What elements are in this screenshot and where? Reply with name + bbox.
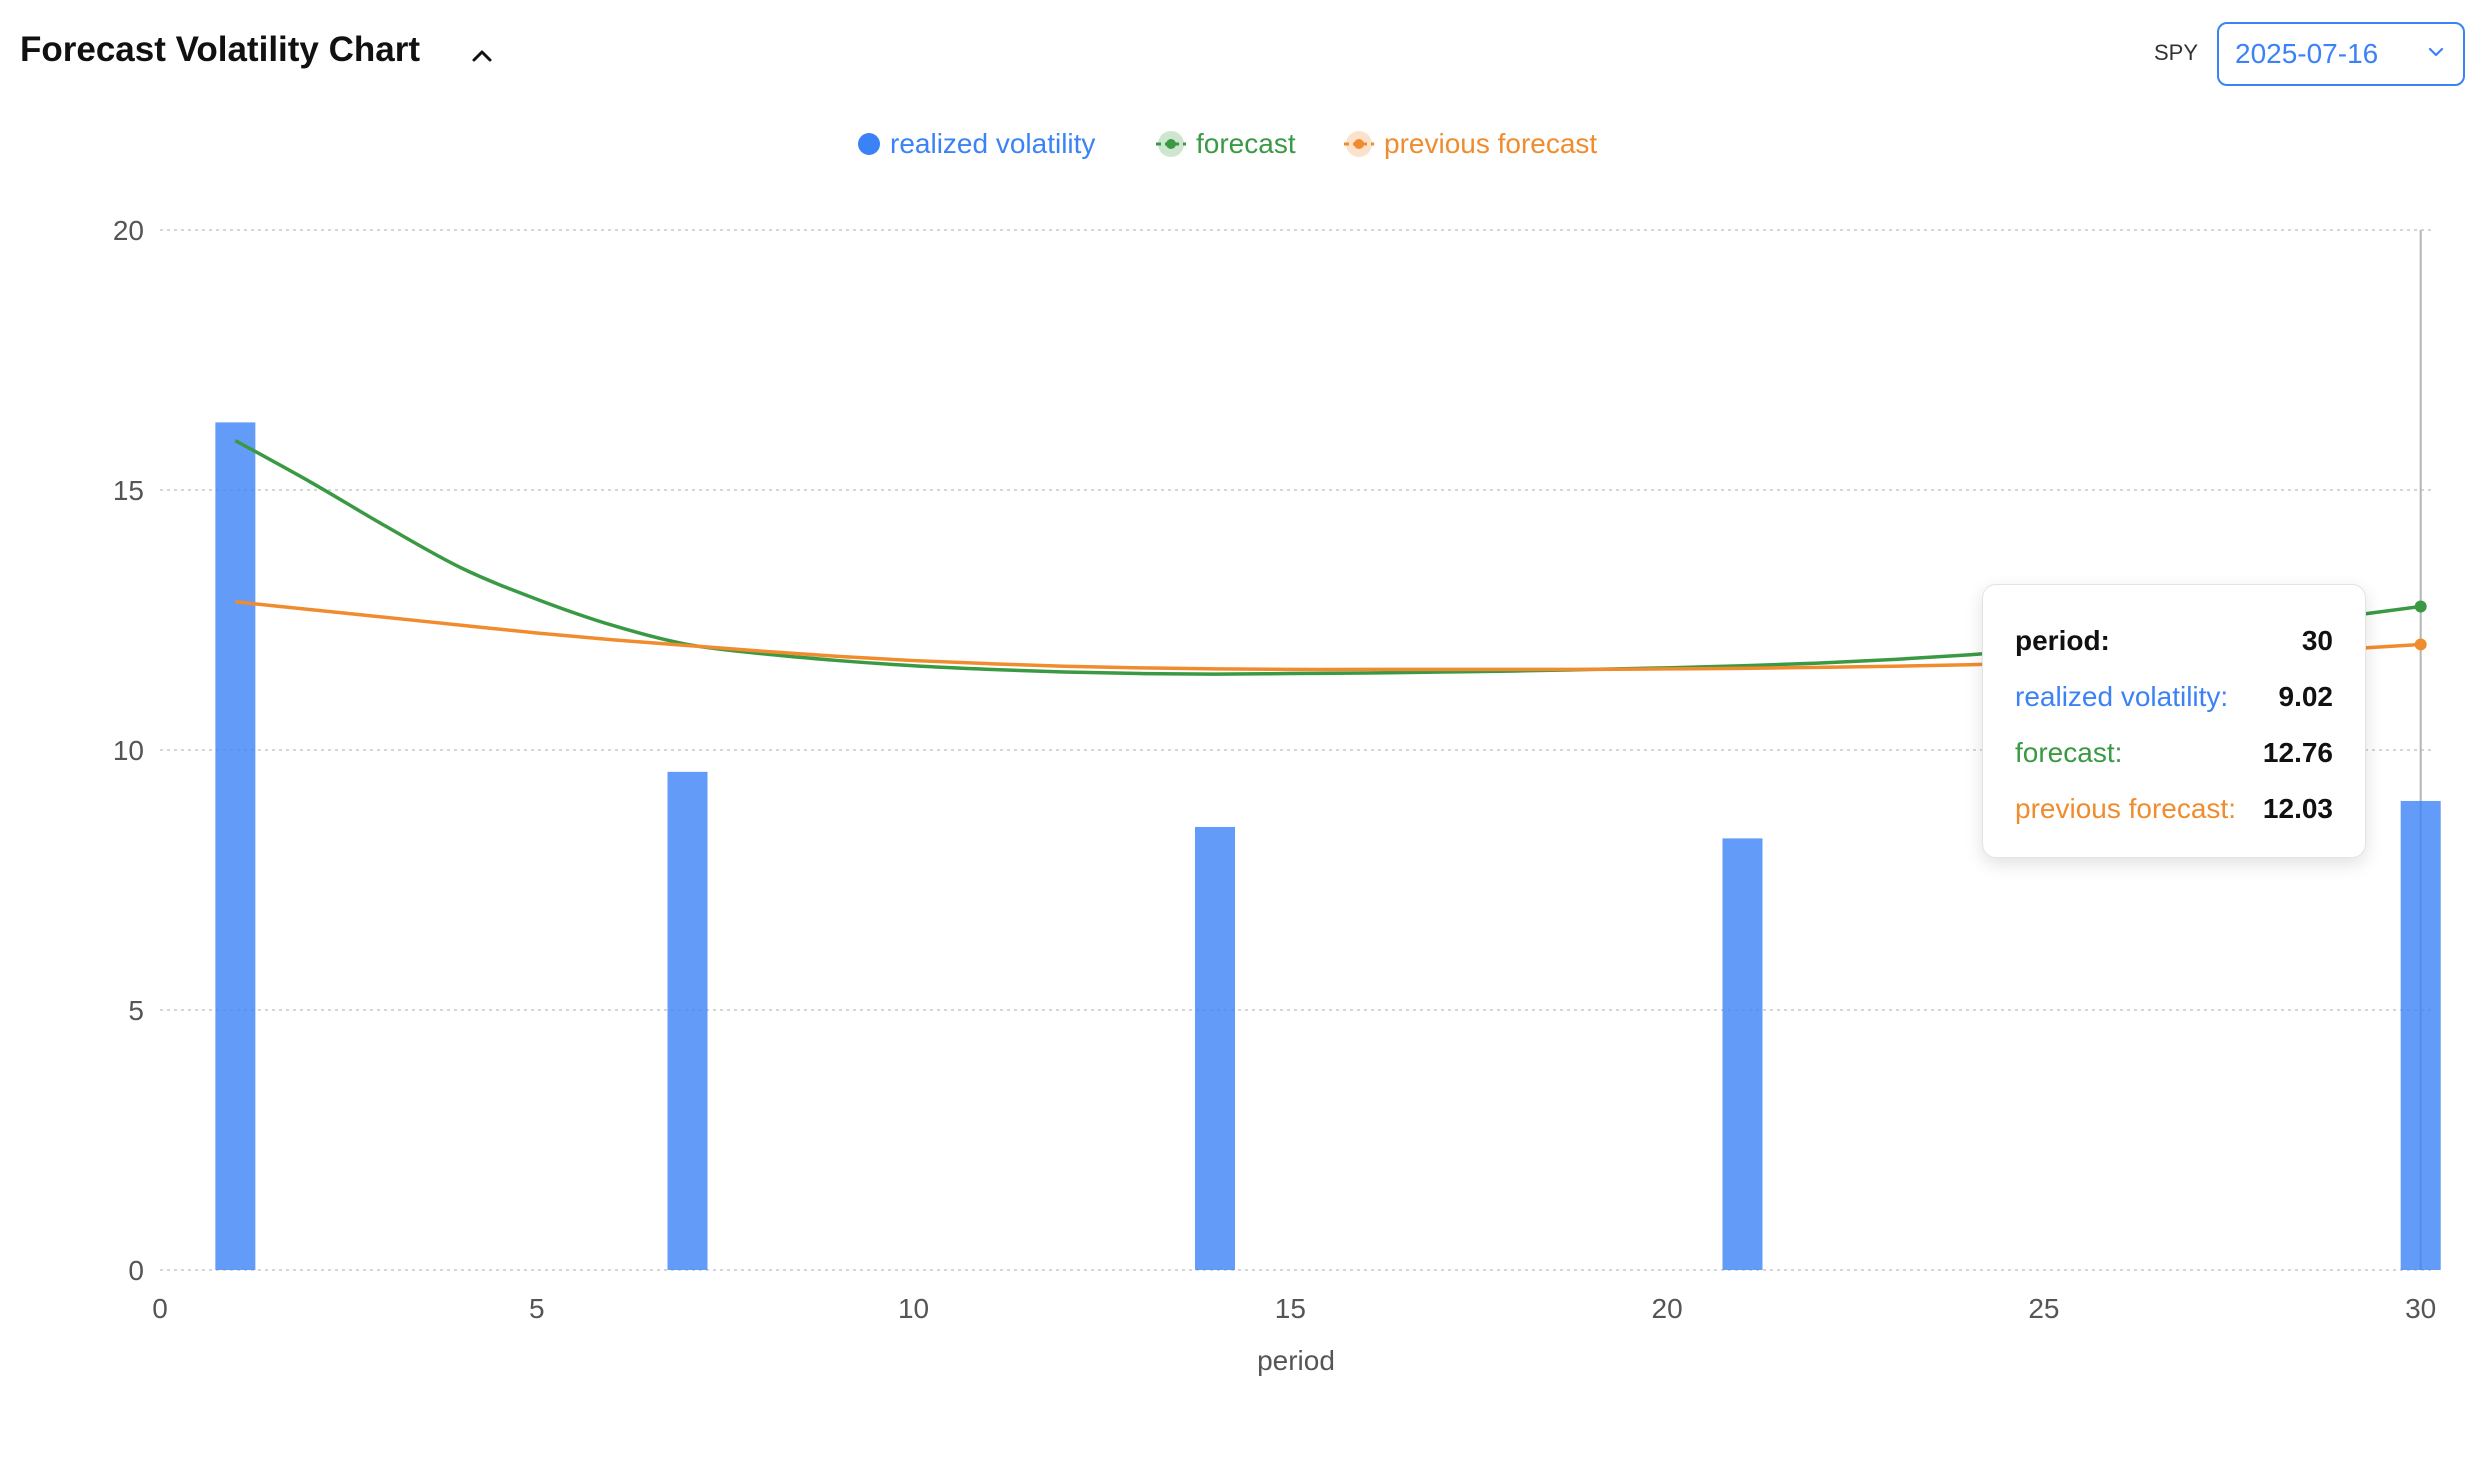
legend-realized-label: realized volatility [890,128,1096,159]
x-axis-label: period [1257,1345,1335,1376]
chart-legend: realized volatility forecast previous fo… [0,128,2484,172]
tooltip-period-row: period: 30 [2015,613,2333,669]
tooltip-realized-row: realized volatility: 9.02 [2015,669,2333,725]
legend-realized-marker [858,133,880,155]
tooltip-previous-label: previous forecast: [2015,793,2236,824]
chart-title: Forecast Volatility Chart [20,30,421,69]
tooltip-period-value: 30 [2301,625,2333,656]
collapse-button[interactable] [462,38,502,74]
bar-realized-volatility [667,771,708,1270]
hover-tooltip: period: 30 realized volatility: 9.02 for… [1982,584,2366,858]
legend-forecast-marker [1156,131,1186,157]
x-tick-label: 20 [1652,1293,1683,1324]
bar-realized-volatility [215,422,256,1270]
ticker-label: SPY [2154,40,2199,65]
x-tick-label: 10 [898,1293,929,1324]
y-tick-label: 5 [128,995,144,1026]
x-tick-label: 15 [1275,1293,1306,1324]
tooltip-period-label: period: [2015,625,2110,656]
legend-previous-marker [1344,131,1374,157]
tooltip-realized-value: 9.02 [2278,681,2334,712]
tooltip-forecast-value: 12.76 [2262,737,2333,768]
line-previous-forecast-active-dot [2414,638,2427,651]
line-forecast-active-dot [2414,600,2427,613]
tooltip-forecast-row: forecast: 12.76 [2015,725,2333,781]
tooltip-previous-row: previous forecast: 12.03 [2015,781,2333,837]
y-tick-label: 10 [113,735,144,766]
y-tick-label: 0 [128,1255,144,1286]
x-tick-label: 25 [2028,1293,2059,1324]
legend-forecast-label: forecast [1196,128,1296,159]
bar-realized-volatility [2400,800,2441,1270]
legend-item-previous-forecast[interactable]: previous forecast [1342,128,1597,160]
y-tick-label: 20 [113,215,144,246]
date-select[interactable]: 2025-07-16 [2217,22,2465,86]
legend-item-forecast[interactable]: forecast [1154,128,1296,160]
y-tick-label: 15 [113,475,144,506]
tooltip-realized-label: realized volatility: [2015,681,2229,712]
date-select-value: 2025-07-16 [2235,38,2379,69]
x-tick-label: 5 [529,1293,545,1324]
bar-realized-volatility [1194,826,1235,1270]
chart-header: Forecast Volatility Chart SPY 2025-07-16 [0,0,2484,110]
bar-realized-volatility [1722,838,1763,1270]
legend-item-realized[interactable]: realized volatility [856,128,1095,160]
tooltip-previous-value: 12.03 [2262,793,2333,824]
tooltip-forecast-label: forecast: [2015,737,2123,768]
x-tick-label: 30 [2405,1293,2436,1324]
chevron-up-icon [472,50,492,62]
x-tick-label: 0 [152,1293,168,1324]
chevron-down-icon [2428,47,2444,57]
legend-previous-label: previous forecast [1384,128,1598,159]
